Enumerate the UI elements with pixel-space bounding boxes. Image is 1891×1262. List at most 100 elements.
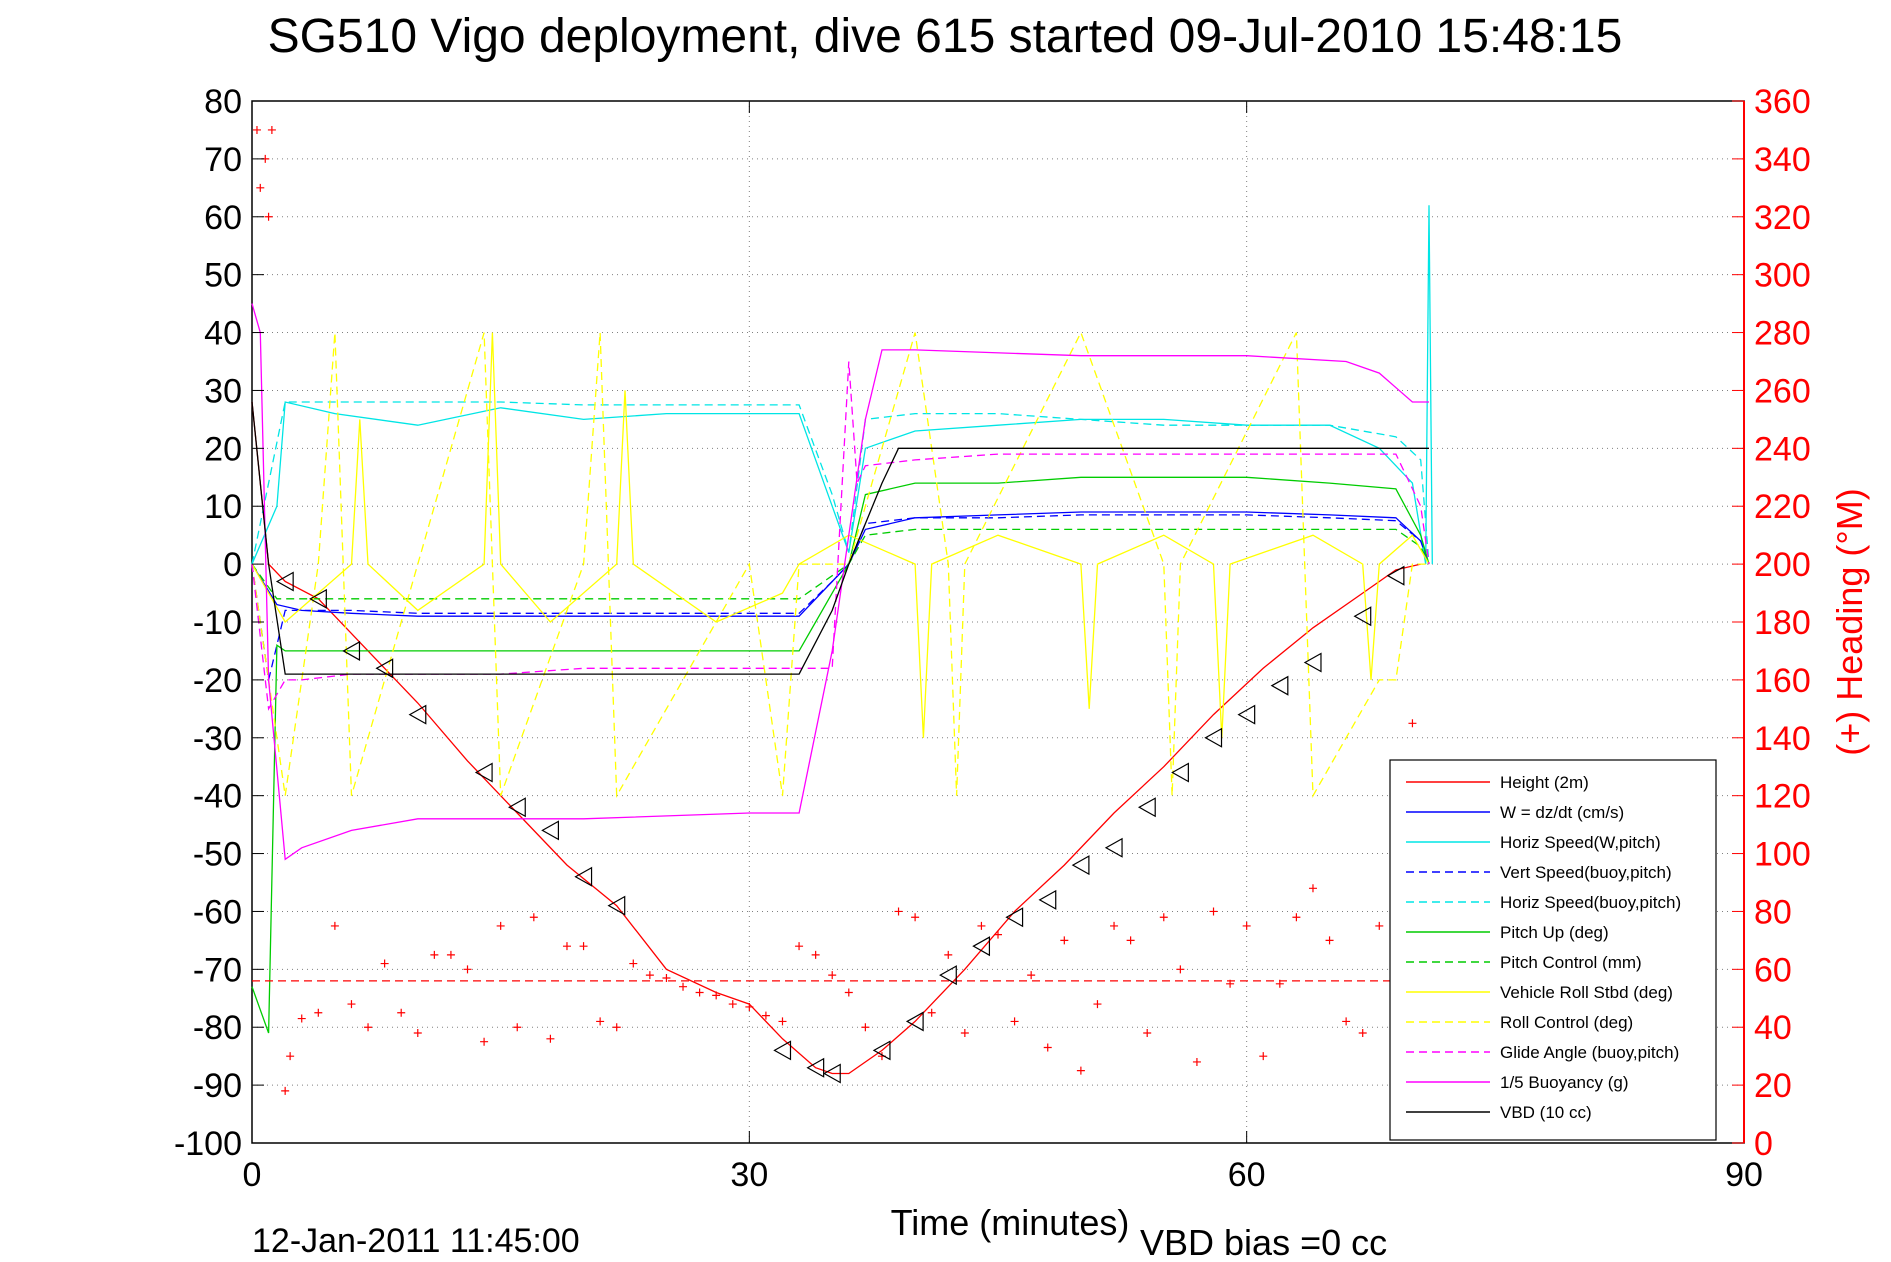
right-y-tick-label: 60 bbox=[1754, 951, 1792, 989]
heading-point bbox=[911, 913, 920, 922]
series-line-glide-angle-buoy-pitch bbox=[251, 361, 1430, 711]
heading-point bbox=[1159, 913, 1168, 922]
heading-point bbox=[596, 1017, 605, 1026]
depth-marker bbox=[1038, 889, 1057, 910]
depth-marker bbox=[574, 866, 593, 887]
depth-marker bbox=[872, 1040, 891, 1061]
heading-point bbox=[1060, 936, 1069, 945]
heading-point bbox=[1292, 913, 1301, 922]
heading-point bbox=[1242, 921, 1251, 930]
heading-point bbox=[1143, 1029, 1152, 1038]
y-tick-label: -90 bbox=[193, 1067, 242, 1105]
heading-point bbox=[745, 1002, 754, 1011]
depth-marker bbox=[408, 704, 427, 725]
heading-point bbox=[679, 982, 688, 991]
heading-point bbox=[1043, 1043, 1052, 1052]
heading-point bbox=[994, 930, 1002, 939]
heading-point bbox=[446, 950, 455, 959]
heading-point bbox=[286, 1052, 295, 1061]
heading-point bbox=[811, 950, 820, 959]
right-y-tick-label: 160 bbox=[1754, 662, 1811, 700]
right-y-tick-label: 40 bbox=[1754, 1009, 1792, 1047]
legend-entry: W = dz/dt (cm/s) bbox=[1500, 803, 1624, 822]
heading-point bbox=[463, 965, 472, 974]
y-tick-label: -50 bbox=[193, 836, 242, 874]
depth-marker bbox=[375, 658, 394, 679]
series-line-1-5-buoyancy-g bbox=[251, 303, 1429, 861]
x-tick-label: 30 bbox=[730, 1156, 768, 1194]
heading-point bbox=[1325, 936, 1334, 945]
right-y-tick-label: 340 bbox=[1754, 141, 1811, 179]
heading-point bbox=[1076, 1066, 1085, 1075]
grid bbox=[252, 101, 1744, 1143]
heading-point bbox=[480, 1037, 489, 1046]
heading-point bbox=[712, 991, 721, 1000]
heading-point bbox=[629, 959, 638, 968]
heading-point bbox=[1308, 884, 1317, 893]
heading-point bbox=[1176, 965, 1185, 974]
depth-marker bbox=[905, 1011, 924, 1032]
depth-marker bbox=[822, 1063, 841, 1084]
heading-point bbox=[1010, 1017, 1019, 1026]
right-y-tick-label: 20 bbox=[1754, 1067, 1792, 1105]
depth-marker bbox=[939, 965, 957, 986]
depth-marker bbox=[1005, 907, 1024, 928]
heading-point bbox=[844, 988, 853, 997]
series-line-pitch-control-mm bbox=[251, 528, 1430, 600]
heading-point bbox=[347, 1000, 356, 1009]
heading-point bbox=[1375, 921, 1384, 930]
y-tick-label: -60 bbox=[193, 893, 242, 931]
heading-point bbox=[314, 1008, 323, 1017]
heading-point bbox=[252, 125, 261, 134]
heading-point bbox=[761, 1011, 770, 1020]
y-tick-label: 40 bbox=[204, 315, 242, 353]
depth-marker bbox=[342, 640, 361, 661]
y-tick-label: 80 bbox=[204, 83, 242, 121]
heading-point bbox=[645, 971, 654, 980]
heading-point bbox=[267, 125, 276, 134]
depth-marker bbox=[1137, 797, 1156, 818]
heading-point bbox=[828, 971, 837, 980]
right-y-tick-label: 280 bbox=[1754, 315, 1811, 353]
legend-entry: 1/5 Buoyancy (g) bbox=[1500, 1073, 1629, 1092]
y-tick-label: -70 bbox=[193, 951, 242, 989]
right-y-tick-label: 0 bbox=[1754, 1125, 1773, 1163]
depth-marker bbox=[1237, 704, 1256, 725]
heading-point bbox=[977, 921, 986, 930]
x-tick-label: 60 bbox=[1228, 1156, 1266, 1194]
legend-entry: Vert Speed(buoy,pitch) bbox=[1500, 863, 1672, 882]
heading-point bbox=[330, 921, 339, 930]
legend-entry: Glide Angle (buoy,pitch) bbox=[1500, 1043, 1679, 1062]
series-line-pitch-up-deg bbox=[251, 476, 1430, 1034]
series-line-roll-control-deg bbox=[251, 330, 1429, 799]
y-tick-label: -80 bbox=[193, 1009, 242, 1047]
heading-point bbox=[1358, 1029, 1367, 1038]
heading-point bbox=[1342, 1017, 1351, 1026]
depth-marker bbox=[1171, 762, 1189, 783]
legend-entry: Pitch Control (mm) bbox=[1500, 953, 1642, 972]
heading-point bbox=[861, 1023, 870, 1032]
heading-point bbox=[256, 183, 265, 192]
right-y-tick-label: 100 bbox=[1754, 836, 1811, 874]
heading-point bbox=[1093, 1000, 1102, 1009]
y-tick-label: -30 bbox=[193, 720, 242, 758]
depth-marker bbox=[972, 936, 991, 957]
legend-entry: Height (2m) bbox=[1500, 773, 1589, 792]
heading-point bbox=[1110, 921, 1119, 930]
depth-marker bbox=[541, 820, 559, 841]
heading-point bbox=[496, 921, 505, 930]
y-tick-label: 70 bbox=[204, 141, 242, 179]
depth-marker bbox=[1071, 855, 1090, 876]
depth-marker bbox=[1303, 652, 1322, 673]
heading-point bbox=[960, 1029, 969, 1038]
y-tick-label: 20 bbox=[204, 430, 242, 468]
y-tick-label: 60 bbox=[204, 199, 242, 237]
y-tick-label: -20 bbox=[193, 662, 242, 700]
depth-marker bbox=[275, 571, 294, 592]
heading-point bbox=[579, 942, 588, 951]
depth-marker bbox=[1270, 675, 1289, 696]
right-y-tick-label: 200 bbox=[1754, 546, 1811, 584]
y-tick-label: 10 bbox=[204, 488, 242, 526]
x-tick-label: 90 bbox=[1725, 1156, 1763, 1194]
